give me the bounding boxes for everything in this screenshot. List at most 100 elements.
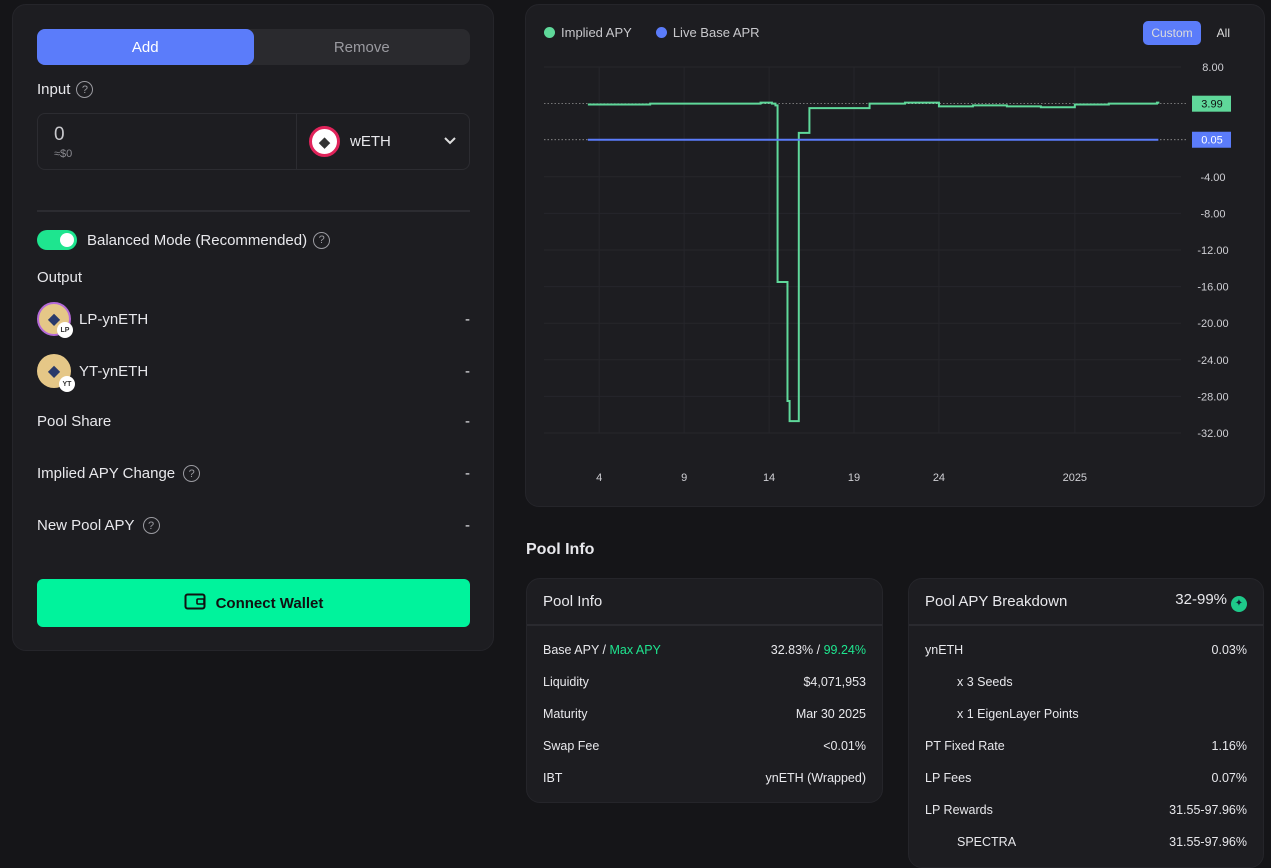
y-tick-label: -4.00 bbox=[1200, 172, 1225, 184]
stat-label: Pool Share bbox=[37, 413, 112, 430]
apy-label: Base APY / Max APY bbox=[543, 643, 661, 657]
stat-value: - bbox=[465, 413, 470, 430]
info-row-apy: Base APY / Max APY 32.83% / 99.24% bbox=[527, 634, 882, 666]
legend-label: Live Base APR bbox=[672, 25, 760, 40]
add-remove-toggle: Add Remove bbox=[37, 29, 470, 65]
output-value: - bbox=[465, 362, 470, 380]
breakdown-label: SPECTRA bbox=[957, 835, 1017, 849]
breakdown-row: x 3 Seeds bbox=[909, 666, 1263, 698]
card-title: Pool Info bbox=[543, 593, 603, 610]
token-name: wETH bbox=[350, 133, 391, 150]
breakdown-title: Pool APY Breakdown 32-99% ✦ bbox=[909, 579, 1263, 626]
tab-add[interactable]: Add bbox=[37, 29, 254, 65]
help-icon[interactable]: ? bbox=[183, 465, 201, 482]
base-apy-label: Base APY bbox=[543, 643, 600, 657]
pool-apy-breakdown-card: Pool APY Breakdown 32-99% ✦ ynETH 0.03% x 3 … bbox=[908, 578, 1264, 868]
breakdown-row: ynETH 0.03% bbox=[909, 634, 1263, 666]
output-item-lp: ◆ LP LP-ynETH - bbox=[37, 302, 470, 338]
sep: / bbox=[813, 643, 824, 657]
stat-implied-apy-change: Implied APY Change? - bbox=[37, 465, 470, 482]
breakdown-value: 0.07% bbox=[1211, 771, 1247, 785]
wallet-icon bbox=[184, 592, 206, 614]
lp-token-icon: ◆ LP bbox=[37, 302, 73, 338]
apy-chart[interactable]: 4 9 14 19 24 2025 8.00 -4.00 -8.00 -12.00 -16.00 -2… bbox=[526, 5, 1266, 505]
yt-token-icon: ◆ YT bbox=[37, 354, 75, 392]
series-line-implied-apy bbox=[587, 101, 1160, 423]
rewards-icon: ✦ bbox=[1231, 596, 1247, 612]
legend-label: Implied APY bbox=[561, 25, 632, 40]
yt-badge: YT bbox=[59, 376, 75, 392]
y-tick-label: 8.00 bbox=[1202, 62, 1223, 74]
y-tick-label: -12.00 bbox=[1197, 245, 1228, 257]
input-label: Input? bbox=[37, 81, 94, 98]
range-all-button[interactable]: All bbox=[1216, 26, 1230, 40]
info-label: Maturity bbox=[543, 707, 588, 721]
breakdown-label: PT Fixed Rate bbox=[925, 739, 1005, 753]
info-label: Swap Fee bbox=[543, 739, 600, 753]
breakdown-value: 0.03% bbox=[1211, 643, 1247, 657]
amount-input[interactable]: 0 ≈$0 bbox=[38, 114, 297, 169]
info-value: Mar 30 2025 bbox=[795, 707, 866, 721]
x-tick-label: 9 bbox=[681, 472, 687, 484]
y-tick-label: -20.00 bbox=[1197, 318, 1228, 330]
breakdown-row: LP Fees 0.07% bbox=[909, 762, 1263, 794]
info-value: $4,071,953 bbox=[803, 675, 866, 689]
stat-value: - bbox=[465, 517, 470, 534]
breakdown-label: LP Rewards bbox=[925, 803, 993, 817]
chart-legend: Implied APY Live Base APR bbox=[544, 25, 760, 40]
info-row: IBT ynETH (Wrapped) bbox=[527, 762, 882, 794]
help-icon[interactable]: ? bbox=[76, 81, 94, 98]
range-custom-button[interactable]: Custom bbox=[1143, 21, 1201, 45]
breakdown-total: 32-99% bbox=[1175, 591, 1227, 608]
breakdown-row: x 1 EigenLayer Points bbox=[909, 698, 1263, 730]
tab-remove[interactable]: Remove bbox=[333, 38, 390, 56]
legend-dot bbox=[544, 27, 555, 38]
connect-wallet-button[interactable]: Connect Wallet bbox=[37, 579, 470, 627]
y-tick-label: -8.00 bbox=[1200, 208, 1225, 220]
breakdown-label: LP Fees bbox=[925, 771, 972, 785]
pool-info-heading: Pool Info bbox=[526, 541, 595, 558]
info-row: Maturity Mar 30 2025 bbox=[527, 698, 882, 730]
x-tick-label: 2025 bbox=[1063, 472, 1087, 484]
info-label: Liquidity bbox=[543, 675, 589, 689]
info-value: ynETH (Wrapped) bbox=[765, 771, 867, 785]
last-value-badge bbox=[1192, 95, 1231, 112]
y-tick-label: -24.00 bbox=[1197, 355, 1228, 367]
last-value-label: 0.05 bbox=[1201, 135, 1222, 147]
stat-value: - bbox=[465, 465, 470, 482]
amount-value[interactable]: 0 bbox=[54, 124, 65, 145]
token-select[interactable]: ◆ wETH bbox=[297, 114, 469, 169]
breakdown-label: x 1 EigenLayer Points bbox=[957, 707, 1079, 721]
legend-live-base-apr[interactable]: Live Base APR bbox=[655, 25, 760, 40]
breakdown-label: x 3 Seeds bbox=[957, 675, 1013, 689]
divider bbox=[37, 210, 470, 212]
help-icon[interactable]: ? bbox=[142, 517, 160, 534]
liquidity-panel: Add Remove Input? 0 ≈$0 ◆ wETH Balanced M… bbox=[12, 4, 494, 651]
info-row: Liquidity $4,071,953 bbox=[527, 666, 882, 698]
base-apy-value: 32.83% bbox=[770, 643, 814, 657]
stat-label: Implied APY Change bbox=[37, 465, 176, 482]
breakdown-row: SPECTRA 31.55-97.96% bbox=[909, 826, 1263, 858]
breakdown-value: 31.55-97.96% bbox=[1169, 803, 1247, 817]
lp-badge: LP bbox=[57, 322, 73, 338]
balanced-mode-toggle[interactable] bbox=[37, 230, 77, 250]
legend-implied-apy[interactable]: Implied APY bbox=[544, 25, 632, 40]
chevron-down-icon bbox=[443, 133, 457, 150]
input-label-text: Input bbox=[37, 81, 71, 98]
y-tick-label: -32.00 bbox=[1197, 428, 1228, 440]
range-selector: Custom All bbox=[1143, 21, 1238, 45]
y-tick-label: -16.00 bbox=[1197, 282, 1228, 294]
balanced-mode-label: Balanced Mode (Recommended) bbox=[87, 231, 308, 249]
card-title: Pool APY Breakdown bbox=[925, 593, 1068, 610]
balanced-mode: Balanced Mode (Recommended)? bbox=[37, 230, 331, 250]
max-apy-value: 99.24% bbox=[823, 643, 866, 657]
breakdown-value: 1.16% bbox=[1211, 739, 1247, 753]
breakdown-value: 31.55-97.96% bbox=[1169, 835, 1247, 849]
stat-pool-share: Pool Share - bbox=[37, 413, 470, 430]
output-name: LP-ynETH bbox=[79, 310, 149, 328]
help-icon[interactable]: ? bbox=[313, 231, 331, 249]
output-label: Output bbox=[37, 269, 83, 286]
output-value: - bbox=[465, 310, 470, 328]
y-tick-label: -28.00 bbox=[1197, 391, 1228, 403]
info-label: IBT bbox=[543, 771, 563, 785]
